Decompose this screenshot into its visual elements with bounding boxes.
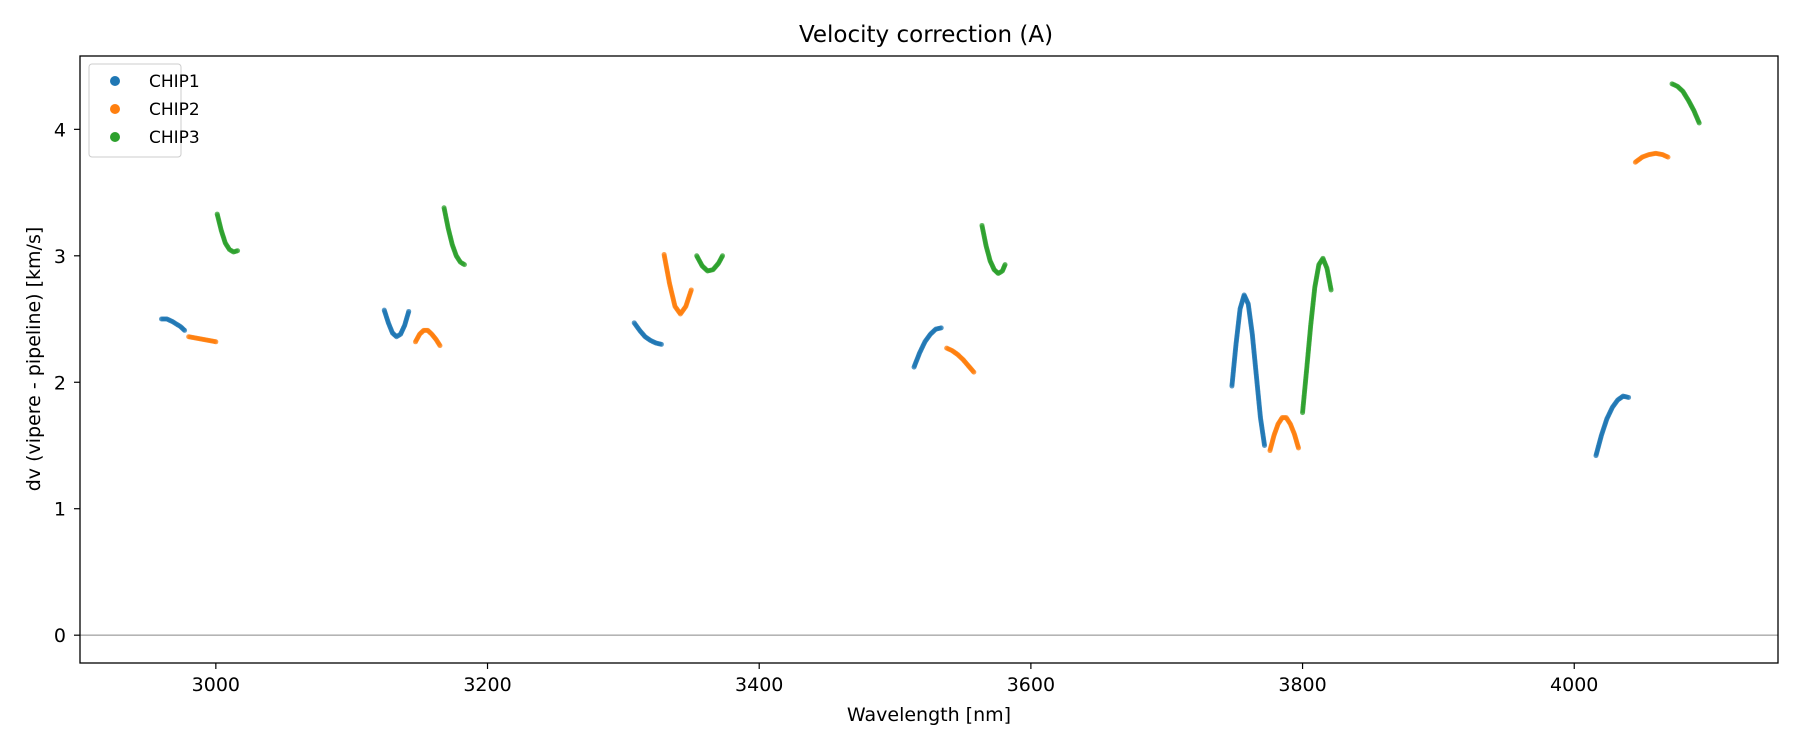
y-tick-label: 1 <box>54 499 66 521</box>
series-chip2 <box>186 150 1671 454</box>
legend-marker <box>110 104 120 114</box>
x-tick-label: 3000 <box>192 674 240 696</box>
x-tick-label: 4000 <box>1550 674 1598 696</box>
data-point <box>1262 442 1268 448</box>
x-tick-label: 3600 <box>1007 674 1055 696</box>
data-point <box>213 339 219 345</box>
y-axis-ticks: 0 1 2 3 4 <box>54 119 80 647</box>
series-layer <box>159 81 1702 459</box>
data-point <box>1002 262 1008 268</box>
legend: CHIP1 CHIP2 CHIP3 <box>88 63 200 158</box>
series-chip1 <box>159 292 1632 459</box>
x-tick-label: 3400 <box>735 674 783 696</box>
y-tick-label: 4 <box>54 119 66 141</box>
legend-marker <box>110 76 120 86</box>
legend-marker <box>110 132 120 142</box>
y-tick-label: 2 <box>54 372 66 394</box>
data-point <box>1696 120 1702 126</box>
legend-label: CHIP3 <box>149 128 200 148</box>
data-point <box>971 369 977 375</box>
data-point <box>1295 445 1301 451</box>
data-point <box>938 325 944 331</box>
data-point <box>437 343 443 349</box>
data-point <box>720 253 726 259</box>
series-chip3 <box>214 81 1702 416</box>
data-point <box>406 308 412 314</box>
x-tick-label: 3800 <box>1278 674 1326 696</box>
data-point <box>1665 154 1671 160</box>
plot-frame <box>79 55 1779 664</box>
legend-label: CHIP1 <box>149 72 200 92</box>
y-axis-title: dv (vipere - pipeline) [km/s] <box>23 227 45 492</box>
data-point <box>688 287 694 293</box>
data-point <box>235 248 241 254</box>
data-point <box>1328 287 1334 293</box>
x-axis-title: Wavelength [nm] <box>847 704 1011 726</box>
data-point <box>1626 394 1632 400</box>
data-point <box>461 262 467 268</box>
y-tick-label: 0 <box>54 625 66 647</box>
data-point <box>182 327 188 333</box>
legend-label: CHIP2 <box>149 100 200 120</box>
x-axis-ticks: 3000 3200 3400 3600 3800 4000 <box>192 663 1598 696</box>
y-tick-label: 3 <box>54 246 66 268</box>
chart-title: Velocity correction (A) <box>799 22 1053 48</box>
data-point <box>658 341 664 347</box>
x-tick-label: 3200 <box>463 674 511 696</box>
